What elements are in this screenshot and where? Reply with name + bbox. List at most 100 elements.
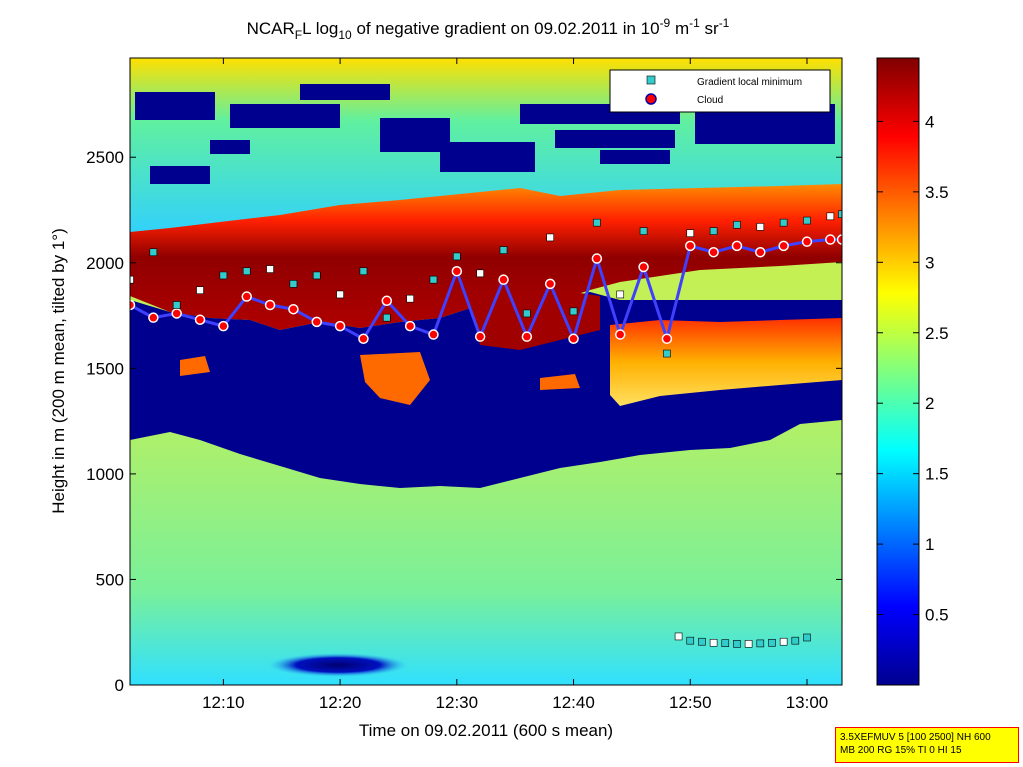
gradient-min-point [803,633,811,642]
cloud-point [404,320,416,332]
title-exp2: -1 [689,16,700,30]
x-tick-label: 12:30 [436,693,479,712]
legend-circle-icon [645,93,657,105]
y-axis-label: Height in m (200 m mean, tilted by 1°) [49,228,68,514]
title-unit1: m [670,19,689,38]
gradient-min-point [838,210,842,219]
cloud-point [755,246,766,258]
colorbar-tick-label: 2 [925,394,934,413]
legend-box [609,69,831,113]
legend-square-icon [646,75,656,85]
x-tick-label: 13:00 [786,693,829,712]
gradient-min-point [791,636,800,645]
gradient-min-point [336,290,344,299]
info-line-2: MB 200 RG 15% TI 0 HI 15 [840,745,962,756]
cloud-point [544,278,556,290]
cloud-point [661,333,673,345]
x-tick-label: 12:40 [552,693,595,712]
title-main: of negative gradient on 09.02.2011 in 10 [352,19,660,38]
gradient-min-point [686,229,695,238]
info-line-1: 3.5XEFMUV 5 [100 2500] NH 600 [840,732,991,743]
cloud-point [311,316,323,328]
y-tick-label: 1000 [86,465,124,484]
x-tick-label: 12:20 [319,693,362,712]
cloud-point [428,329,439,340]
x-tick-label: 12:50 [669,693,712,712]
gradient-min-point [406,294,414,303]
gradient-min-point [569,307,578,316]
gradient-min-point [663,349,671,358]
cloud-point [241,291,252,302]
cloud-point [498,274,509,285]
cloud-point [825,234,836,245]
gradient-min-point [639,227,648,235]
series-layer [130,210,842,648]
colorbar-tick-label: 2.5 [925,324,949,343]
gradient-min-point [266,265,274,273]
y-tick-label: 2000 [86,254,124,273]
cloud-point [194,314,206,326]
gradient-min-point [709,227,718,235]
surface-dark-spot [268,653,408,677]
cloud-point [381,295,393,307]
y-tick-label: 1500 [86,359,124,378]
title-log-sub: 10 [338,28,352,42]
x-axis-label: Time on 09.02.2011 (600 s mean) [359,721,613,740]
y-tick-label: 2500 [86,148,124,167]
colorbar-gradient [877,58,919,685]
gradient-min-point [733,640,741,648]
cloud-point [288,303,299,315]
cloud-point [638,261,649,273]
y-tick-label: 0 [115,676,124,695]
cloud-point [171,308,182,319]
gradient-min-point [196,286,204,295]
legend: Gradient local minimum Cloud [609,69,831,113]
colorbar-tick-label: 0.5 [925,606,949,625]
title-exp1: -9 [660,16,671,30]
gradient-min-point [242,267,251,276]
gradient-min-point [476,269,484,278]
colorbar-tick-label: 1 [925,535,934,554]
gradient-min-point [826,212,835,221]
cloud-point [614,329,626,340]
gradient-min-point [359,267,368,276]
cloud-point [591,253,603,264]
cloud-point [218,320,229,332]
gradient-min-point [779,637,788,646]
gradient-min-point [721,639,730,648]
y-tick-label: 500 [96,570,124,589]
colorbar-frame [876,57,920,686]
cloud-point [334,320,346,332]
cloud-point [264,299,276,311]
gradient-min-point [616,290,625,299]
gradient-min-point [686,636,695,645]
colorbar-ticks: 0.5 1 1.5 2 2.5 3 3.5 4 [877,112,949,625]
colorbar: 0.5 1 1.5 2 2.5 3 3.5 4 [876,57,949,686]
y-axis: 0 500 1000 1500 2000 2500 [86,148,842,695]
title-exp3: -1 [719,16,730,30]
gradient-min-point [499,246,508,254]
cloud-point [778,240,789,252]
cloud-point [731,240,743,252]
cloud-point [685,240,696,252]
upper-dark-patches [135,84,835,220]
cloud-point [474,331,486,342]
gradient-min-point [523,309,531,318]
gradient-min-point [546,233,554,242]
cloud-point [148,312,159,323]
cloud-point [521,331,533,342]
gradient-min-point [744,640,753,648]
gradient-min-point [768,638,776,647]
cloud-point [451,265,463,277]
gradient-min-point [733,220,741,229]
title-prefix: NCAR [247,19,295,38]
gradient-min-point [172,301,181,309]
svg-text:NCARFL log10 of negative gradi: NCARFL log10 of negative gradient on 09.… [247,16,730,42]
title: NCARFL log10 of negative gradient on 09.… [247,16,730,42]
title-prefix-sub: F [295,28,302,42]
cloud-point [708,246,719,258]
cloud-point [358,333,369,345]
gradient-min-point [149,248,158,257]
gradient-min-point [289,280,298,288]
